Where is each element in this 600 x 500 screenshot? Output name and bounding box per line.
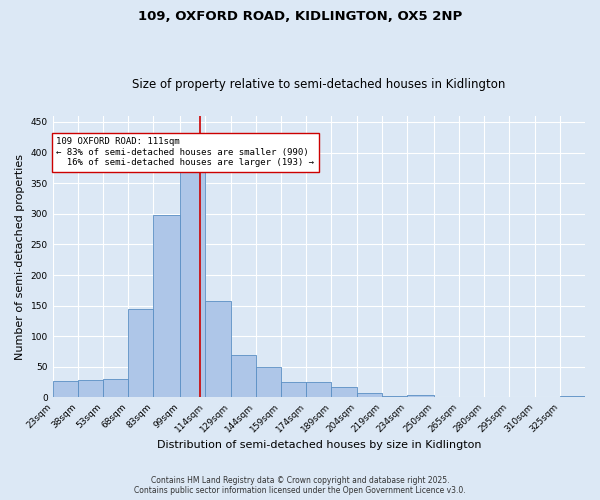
Bar	[103, 379, 128, 398]
Text: 109, OXFORD ROAD, KIDLINGTON, OX5 2NP: 109, OXFORD ROAD, KIDLINGTON, OX5 2NP	[138, 10, 462, 23]
Bar	[560, 396, 585, 398]
X-axis label: Distribution of semi-detached houses by size in Kidlington: Distribution of semi-detached houses by …	[157, 440, 481, 450]
Text: 109 OXFORD ROAD: 111sqm
← 83% of semi-detached houses are smaller (990)
  16% of: 109 OXFORD ROAD: 111sqm ← 83% of semi-de…	[56, 137, 314, 167]
Bar	[154, 215, 180, 398]
Bar	[205, 300, 230, 398]
Bar	[331, 387, 356, 398]
Bar	[306, 382, 331, 398]
Bar	[281, 382, 306, 398]
Bar	[230, 354, 256, 398]
Y-axis label: Number of semi-detached properties: Number of semi-detached properties	[15, 154, 25, 360]
Bar	[53, 381, 78, 398]
Bar	[407, 395, 434, 398]
Title: Size of property relative to semi-detached houses in Kidlington: Size of property relative to semi-detach…	[132, 78, 506, 91]
Bar	[78, 380, 103, 398]
Bar	[180, 171, 205, 398]
Bar	[382, 396, 407, 398]
Bar	[128, 308, 154, 398]
Text: Contains HM Land Registry data © Crown copyright and database right 2025.
Contai: Contains HM Land Registry data © Crown c…	[134, 476, 466, 495]
Bar	[356, 393, 382, 398]
Bar	[256, 368, 281, 398]
